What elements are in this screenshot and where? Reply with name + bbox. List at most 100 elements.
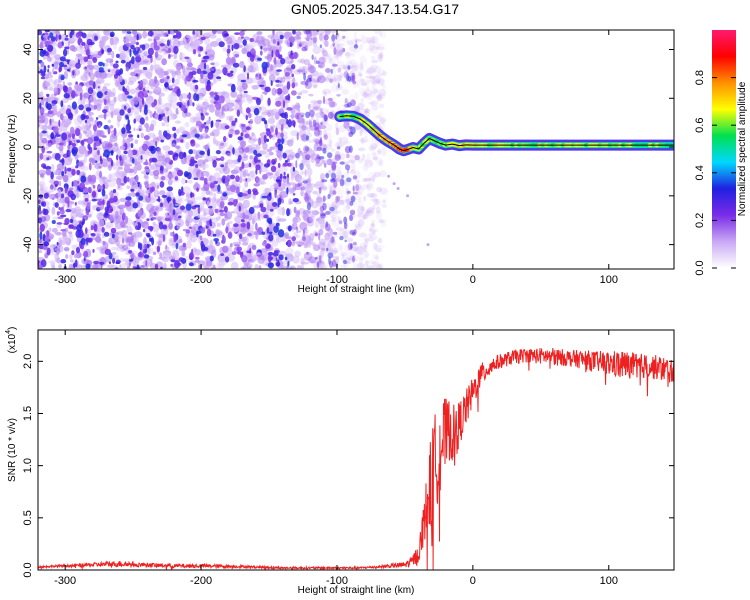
spectrogram-noise-blob bbox=[102, 86, 108, 92]
spectrogram-noise-blob bbox=[217, 260, 227, 266]
spectrogram-noise-blob bbox=[215, 121, 220, 128]
spectrogram-noise-blob bbox=[222, 166, 227, 172]
spectrogram-noise-blob bbox=[98, 219, 105, 227]
spectrogram-noise-blob bbox=[372, 42, 381, 50]
spectrogram-noise-blob bbox=[351, 72, 356, 78]
spectrogram-noise-blob bbox=[56, 231, 63, 236]
spectrogram-noise-blob bbox=[106, 91, 112, 97]
spectrogram-noise-blob bbox=[39, 152, 44, 160]
spectrogram-noise-blob bbox=[357, 246, 365, 256]
spectrogram-noise-blob bbox=[328, 186, 337, 191]
spectrogram-noise-blob bbox=[247, 65, 251, 72]
spectrogram-noise-blob bbox=[44, 30, 51, 33]
spectrogram-noise-blob bbox=[343, 222, 348, 230]
spectrogram-noise-blob bbox=[154, 36, 160, 41]
snr-y-tick-label: 1.0 bbox=[22, 458, 34, 473]
spectrogram-noise-blob bbox=[141, 97, 145, 106]
spectrogram-noise-blob bbox=[63, 122, 69, 128]
spectrogram-noise-blob bbox=[261, 195, 268, 199]
spectrogram-noise-blob bbox=[295, 160, 298, 169]
spectrogram-noise-blob bbox=[300, 257, 305, 266]
spectrogram-noise-blob bbox=[127, 192, 133, 197]
spectrogram-noise-blob bbox=[55, 30, 60, 35]
spectrogram-noise-blob bbox=[192, 49, 197, 55]
spectrogram-noise-blob bbox=[258, 264, 262, 269]
spectrogram-noise-blob bbox=[156, 184, 160, 189]
spectrogram-noise-blob bbox=[242, 187, 246, 195]
spectrogram-noise-blob bbox=[70, 259, 74, 263]
spectrogram-noise-blob bbox=[359, 127, 364, 135]
spectrogram-noise-blob bbox=[174, 203, 181, 206]
spectrogram-noise-blob bbox=[324, 91, 328, 96]
spectrogram-noise-blob bbox=[51, 100, 58, 105]
spectrogram-noise-blob bbox=[344, 239, 347, 243]
spectrogram-noise-blob bbox=[172, 209, 176, 216]
spectrogram-noise-blob bbox=[124, 165, 131, 174]
spectrogram-noise-blob bbox=[166, 196, 172, 202]
spectrogram-noise-blob bbox=[287, 139, 294, 147]
spectrogram-noise-blob bbox=[215, 167, 220, 172]
spectrogram-noise-blob bbox=[53, 87, 58, 95]
spectrogram-noise-blob bbox=[290, 50, 293, 56]
spectrogram-noise-blob bbox=[229, 115, 234, 120]
spectrogram-noise-blob bbox=[329, 78, 334, 83]
spectrogram-noise-blob bbox=[133, 166, 138, 175]
spectrogram-noise-blob bbox=[88, 80, 94, 86]
spectrogram-noise-blob bbox=[318, 156, 325, 160]
spectrogram-noise-blob bbox=[248, 112, 252, 119]
spectrogram-noise-blob bbox=[82, 125, 88, 130]
spectrogram-noise-blob bbox=[125, 66, 129, 72]
spectrogram-noise-blob bbox=[203, 247, 209, 251]
spectrogram-noise-blob bbox=[114, 142, 118, 147]
spectrogram-noise-blob bbox=[262, 241, 267, 247]
spectrogram-noise-blob bbox=[58, 180, 62, 187]
spectrogram-noise-blob bbox=[145, 259, 148, 267]
spectrogram-noise-blob bbox=[204, 171, 211, 177]
spectrogram-noise-blob bbox=[322, 88, 331, 94]
snr-x-tick-label: -100 bbox=[326, 575, 348, 587]
spectrogram-noise-blob bbox=[318, 56, 326, 65]
spectrogram-noise-blob bbox=[222, 67, 228, 75]
spectrogram-noise-blob bbox=[313, 84, 318, 89]
spectrogram-noise-blob bbox=[227, 160, 237, 168]
spectrogram-noise-blob bbox=[68, 263, 74, 269]
spectrogram-noise-blob bbox=[243, 36, 250, 41]
spectrogram-noise-blob bbox=[200, 240, 204, 248]
spectrogram-noise-blob bbox=[257, 57, 262, 61]
spectrogram-noise-blob bbox=[366, 47, 373, 52]
spectrogram-noise-blob bbox=[275, 236, 282, 244]
spectrogram-noise-blob bbox=[349, 169, 354, 173]
spectrogram-noise-blob bbox=[379, 170, 387, 178]
spectrogram-noise-blob bbox=[202, 55, 210, 60]
spectrogram-noise-blob bbox=[360, 137, 365, 144]
spectrogram-noise-blob bbox=[368, 146, 377, 151]
spectrogram-noise-blob bbox=[325, 68, 331, 73]
spectrogram-noise-blob bbox=[305, 135, 310, 141]
spectrogram-noise-blob bbox=[372, 156, 378, 161]
spectrogram-noise-blob bbox=[47, 35, 50, 41]
spectrogram-noise-blob bbox=[85, 49, 90, 56]
spectrogram-noise-blob bbox=[223, 33, 230, 37]
spectrogram-noise-blob bbox=[108, 261, 111, 265]
spectrogram-noise-blob bbox=[208, 106, 215, 113]
spectrogram-noise-blob bbox=[369, 66, 376, 75]
spectrogram-noise-blob bbox=[293, 206, 297, 214]
spectrogram-noise-blob bbox=[360, 98, 365, 103]
spectrogram-noise-blob bbox=[174, 260, 181, 269]
spectrogram-noise-blob bbox=[165, 121, 170, 128]
spectrogram-noise-blob bbox=[342, 259, 347, 265]
spectrogram-noise-blob bbox=[227, 201, 234, 206]
spectrogram-noise-blob bbox=[357, 199, 362, 203]
spectrogram-noise-blob bbox=[161, 194, 168, 198]
spectrogram-noise-blob bbox=[365, 208, 372, 215]
spectrogram-noise-blob bbox=[83, 193, 90, 200]
spectrogram-noise-blob bbox=[349, 59, 357, 65]
spectrogram-noise-blob bbox=[351, 105, 360, 113]
spectrogram-noise-blob bbox=[123, 37, 130, 44]
spectrogram-noise-blob bbox=[207, 142, 211, 146]
spectrogram-noise-blob bbox=[102, 152, 106, 157]
spectrogram-noise-blob bbox=[75, 128, 81, 137]
spectrogram-noise-blob bbox=[350, 243, 353, 250]
spectrogram-noise-blob bbox=[312, 77, 319, 83]
